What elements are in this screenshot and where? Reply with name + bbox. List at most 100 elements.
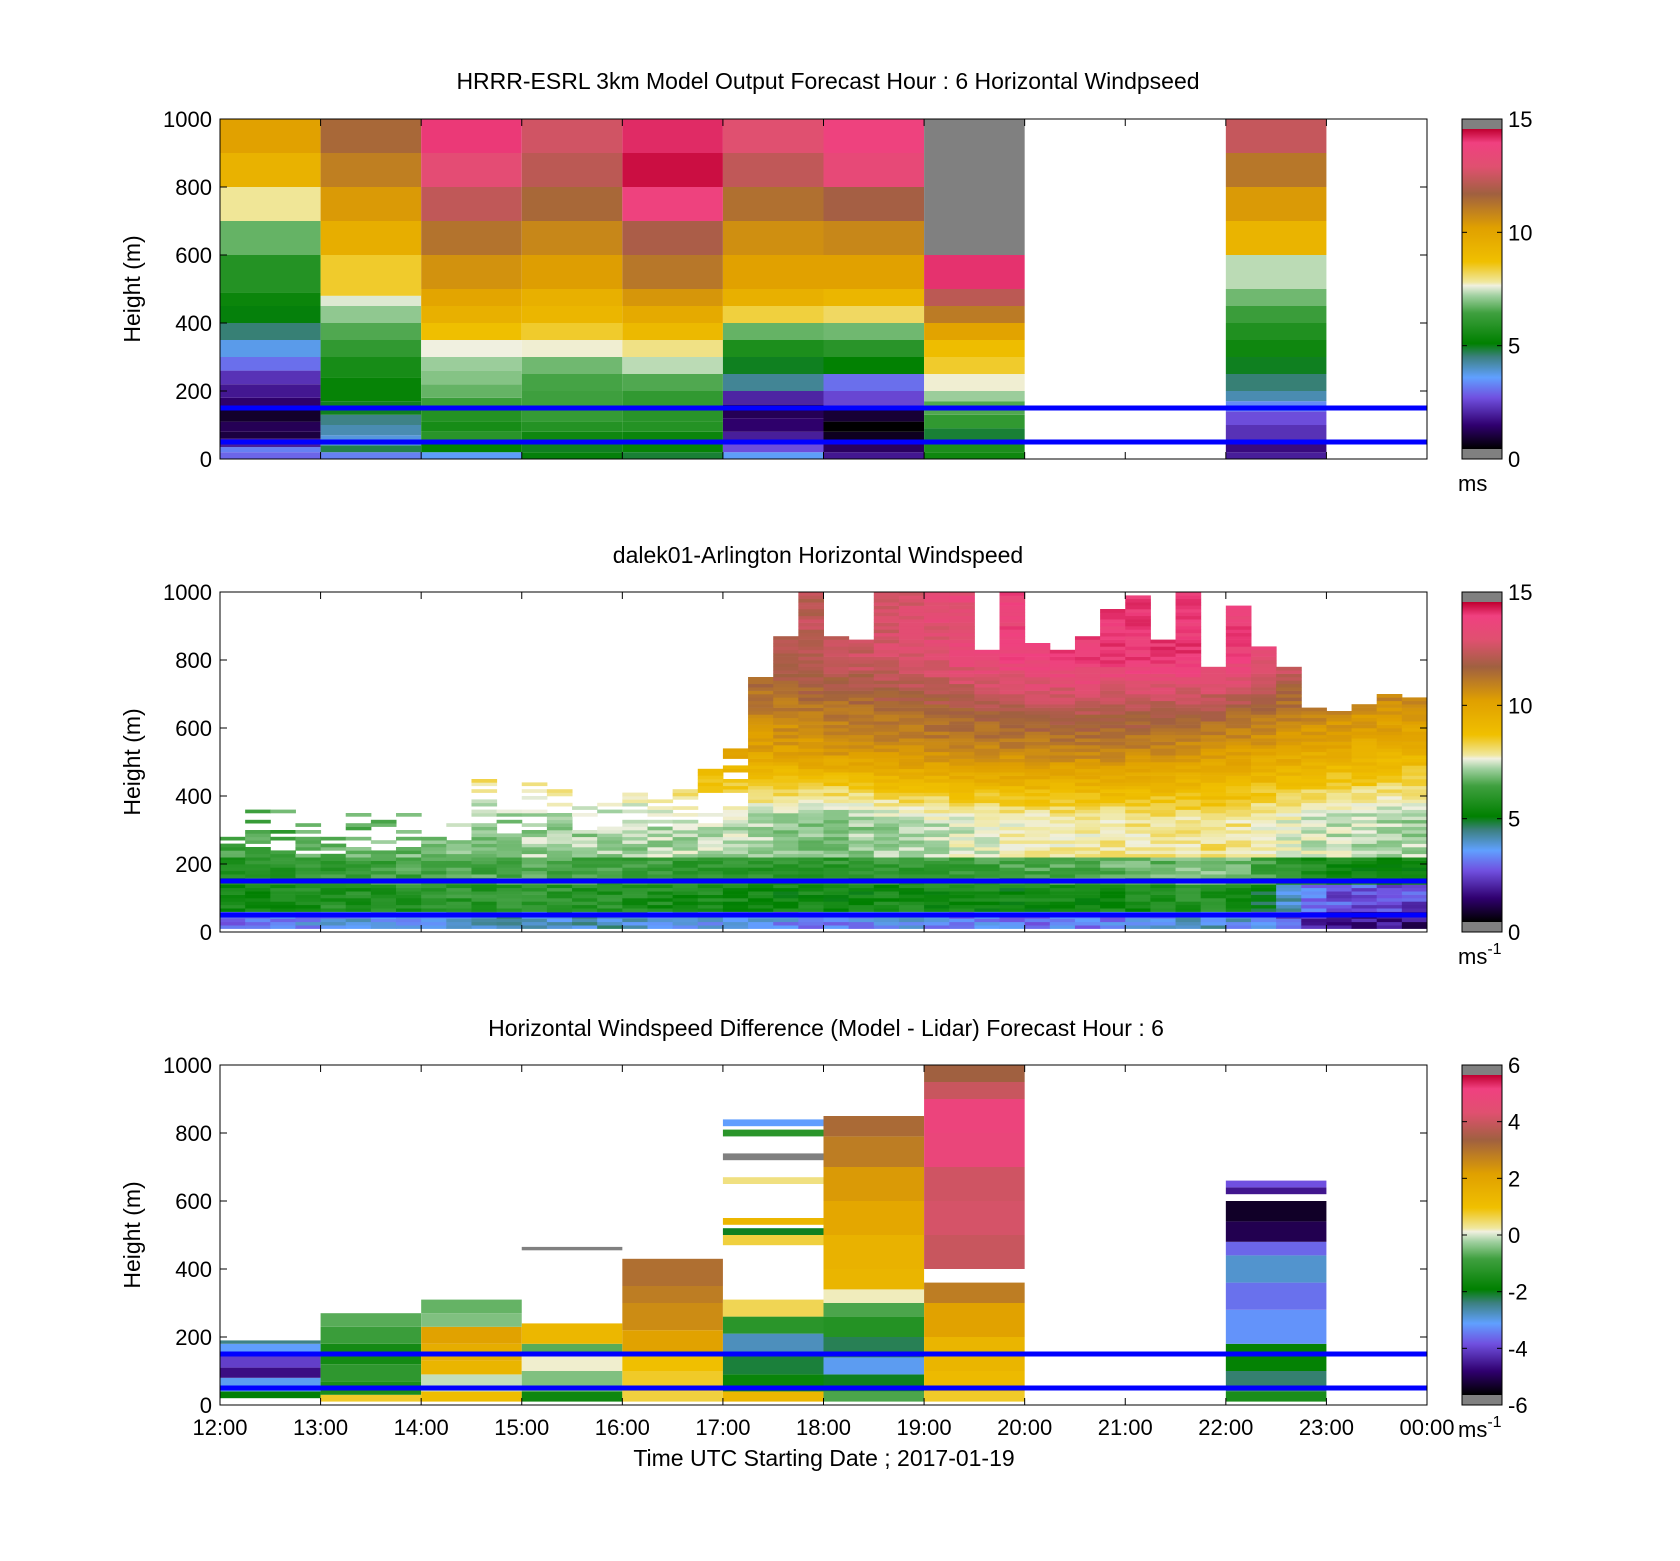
heatmap-cell: [1074, 636, 1101, 640]
heatmap-cell: [1150, 887, 1177, 892]
heatmap-cell: [924, 758, 950, 763]
heatmap-cell: [270, 891, 296, 895]
heatmap-cell: [1250, 704, 1277, 708]
heatmap-cell: [1175, 629, 1202, 634]
heatmap-cell: [1351, 898, 1378, 902]
heatmap-cell: [848, 680, 875, 685]
heatmap-cell: [798, 850, 824, 855]
heatmap-cell: [647, 847, 674, 851]
heatmap-cell: [1150, 884, 1177, 889]
heatmap-cell: [1100, 755, 1126, 759]
heatmap-cell: [1175, 649, 1202, 654]
heatmap-cell: [1024, 683, 1051, 688]
heatmap-cell: [773, 867, 799, 872]
heatmap-cell: [823, 840, 850, 844]
heatmap-cell: [521, 374, 623, 391]
heatmap-cell: [898, 687, 925, 691]
heatmap-cell: [773, 690, 799, 695]
heatmap-cell: [1125, 925, 1151, 929]
heatmap-cell: [1225, 697, 1252, 702]
heatmap-cell: [622, 887, 648, 892]
heatmap-cell: [798, 724, 824, 729]
heatmap-cell: [999, 653, 1026, 657]
heatmap-cell: [521, 904, 548, 909]
heatmap-cell: [220, 357, 321, 371]
heatmap-cell: [974, 653, 1001, 657]
heatmap-cell: [546, 898, 573, 902]
heatmap-cell: [1175, 898, 1202, 902]
heatmap-cell: [748, 779, 774, 783]
heatmap-cell: [1175, 711, 1202, 715]
heatmap-cell: [245, 850, 271, 855]
heatmap-cell: [773, 891, 799, 895]
heatmap-cell: [873, 666, 900, 671]
heatmap-cell: [647, 819, 674, 824]
heatmap-cell: [1200, 741, 1227, 746]
heatmap-cell: [1301, 864, 1327, 868]
heatmap-cell: [1276, 796, 1302, 800]
heatmap-cell: [1376, 894, 1403, 899]
heatmap-cell: [823, 836, 850, 841]
heatmap-cell: [1100, 908, 1126, 912]
heatmap-cell: [1175, 717, 1202, 722]
heatmap-cell: [924, 656, 950, 661]
heatmap-cell: [798, 758, 824, 763]
heatmap-cell: [1049, 768, 1076, 773]
heatmap-cell: [1125, 731, 1151, 736]
heatmap-cell: [898, 799, 925, 804]
heatmap-cell: [798, 830, 824, 834]
heatmap-cell: [672, 819, 699, 824]
heatmap-cell: [1150, 860, 1177, 865]
heatmap-cell: [823, 782, 850, 787]
heatmap-cell: [1175, 796, 1202, 800]
heatmap-cell: [898, 809, 925, 814]
heatmap-cell: [1024, 748, 1051, 753]
heatmap-cell: [546, 823, 573, 827]
heatmap-cell: [823, 646, 850, 651]
heatmap-cell: [1276, 772, 1302, 776]
heatmap-cell: [1049, 728, 1076, 732]
heatmap-cell: [1225, 901, 1252, 906]
heatmap-cell: [1276, 728, 1302, 732]
heatmap-cell: [1200, 721, 1227, 725]
heatmap-cell: [1225, 724, 1252, 729]
heatmap-cell: [823, 731, 850, 736]
heatmap-cell: [848, 673, 875, 678]
heatmap-cell: [697, 853, 724, 858]
heatmap-cell: [873, 768, 900, 773]
heatmap-cell: [1074, 874, 1101, 878]
heatmap-cell: [1250, 925, 1277, 929]
heatmap-cell: [622, 891, 648, 895]
heatmap-cell: [999, 612, 1026, 617]
heatmap-cell: [999, 823, 1026, 827]
heatmap-cell: [320, 891, 347, 895]
heatmap-cell: [1125, 904, 1151, 909]
heatmap-cell: [270, 860, 296, 865]
heatmap-cell: [421, 836, 447, 841]
heatmap-cell: [848, 711, 875, 715]
heatmap-cell: [1250, 738, 1277, 742]
heatmap-cell: [999, 731, 1026, 736]
heatmap-cell: [295, 921, 322, 926]
heatmap-cell: [873, 724, 900, 729]
heatmap-cell: [1074, 711, 1101, 715]
heatmap-cell: [823, 860, 850, 865]
heatmap-cell: [1276, 700, 1302, 705]
heatmap-cell: [1024, 687, 1051, 691]
heatmap-cell: [1276, 816, 1302, 821]
heatmap-cell: [220, 857, 246, 861]
heatmap-cell: [924, 605, 950, 610]
heatmap-cell: [748, 748, 774, 753]
heatmap-cell: [1376, 779, 1403, 783]
heatmap-cell: [898, 673, 925, 678]
heatmap-cell: [1225, 734, 1252, 739]
heatmap-cell: [1100, 694, 1126, 698]
heatmap-cell: [798, 762, 824, 766]
heatmap-cell: [748, 700, 774, 705]
heatmap-cell: [1351, 847, 1378, 851]
heatmap-cell: [1125, 632, 1151, 637]
heatmap-cell: [1301, 925, 1327, 929]
heatmap-cell: [722, 1119, 824, 1127]
heatmap-cell: [823, 636, 850, 640]
heatmap-cell: [999, 595, 1026, 600]
